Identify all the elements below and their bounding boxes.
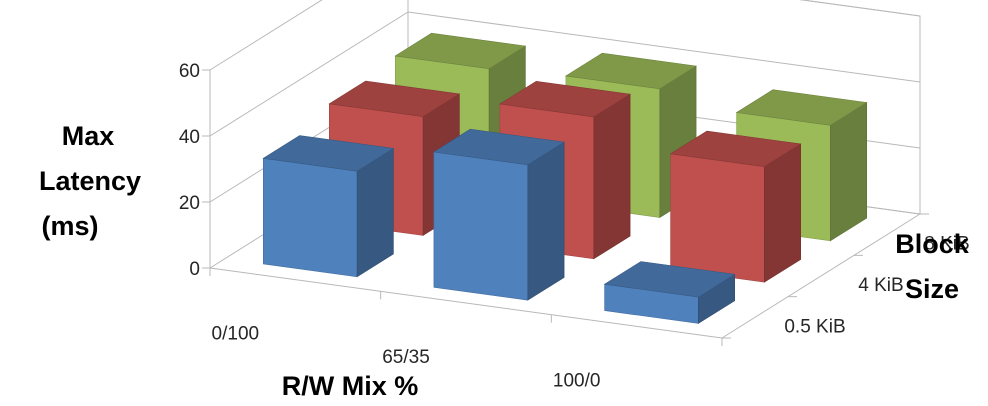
bar-side [527, 141, 565, 301]
x-tick-label: 0/100 [212, 324, 260, 345]
x-axis-title: R/W Mix % [282, 371, 419, 401]
bar-front [670, 153, 765, 283]
bar [603, 261, 736, 324]
gridline [209, 0, 921, 71]
y-tick-label: 0 [189, 259, 200, 280]
depth-axis-title-line-2: Size [905, 274, 959, 304]
bar [669, 130, 802, 283]
bar-top [669, 130, 802, 167]
x-tick-label: 65/35 [382, 347, 430, 368]
bar-top [433, 128, 565, 166]
bar-top [603, 261, 736, 298]
x-axis-line [209, 267, 723, 339]
y-axis-title-line-1: Max [62, 121, 115, 151]
bar-side [593, 93, 631, 260]
bar-top [328, 80, 461, 117]
y-axis-title-line-3: (ms) [41, 211, 98, 241]
bar [433, 128, 565, 301]
y-tick-label: 20 [179, 193, 200, 214]
depth-tick-label: 4 KiB [858, 275, 903, 296]
depth-axis-title-line-1: Block [895, 229, 970, 259]
bar-top [735, 89, 868, 126]
depth-tick-label: 8 KiB [924, 234, 969, 255]
bar [262, 135, 395, 278]
y-tick-label: 60 [179, 61, 200, 82]
depth-axis-line [721, 213, 921, 339]
bar-side [764, 143, 802, 283]
x-tick-label: 100/0 [553, 370, 601, 391]
depth-tick-label: 0.5 KiB [784, 316, 845, 337]
bar-front [433, 151, 529, 301]
labels: 0 20 40 60 0/100 65/35 100/0 0.5 KiB 4 KiB 8 KiB [179, 61, 970, 391]
y-axis-title-line-2: Latency [39, 166, 141, 196]
bars [262, 32, 868, 324]
bar-front [262, 157, 358, 278]
bar-top [565, 52, 697, 90]
gridline [209, 11, 921, 137]
bar-top [262, 135, 395, 172]
bar-side [830, 101, 868, 242]
y-tick-label: 40 [179, 127, 200, 148]
bar-top [394, 32, 527, 70]
bar-top [499, 80, 631, 118]
